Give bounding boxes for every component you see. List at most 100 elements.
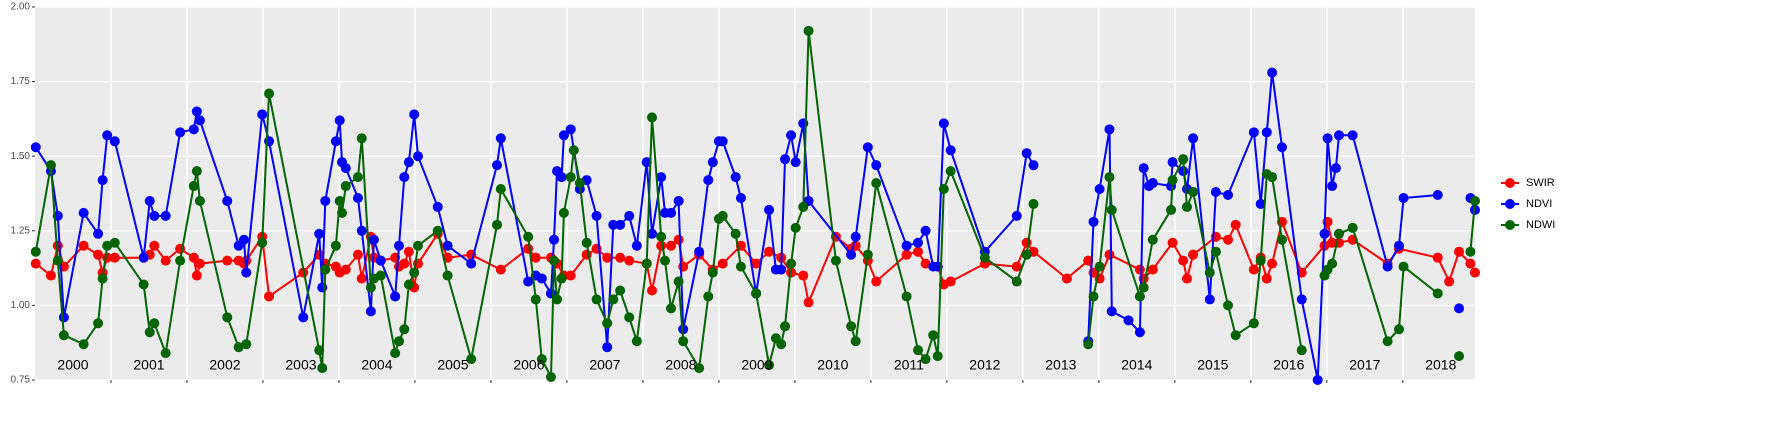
point [764,360,775,371]
point [257,237,268,248]
point [730,228,741,239]
point [1178,255,1189,266]
point [317,363,328,374]
point [558,130,569,141]
point [912,237,923,248]
point [1322,133,1333,144]
panel [35,7,1475,380]
point [1312,375,1323,385]
point [920,354,931,365]
point [666,240,677,251]
point [735,192,746,203]
legend-label: NDVI [1526,198,1552,210]
point [938,184,949,195]
point [109,136,120,147]
point [30,142,41,153]
point [334,195,345,206]
year-label: 2011 [894,357,924,373]
point [1296,294,1307,305]
point [945,276,956,287]
point [717,258,728,269]
point [264,291,275,302]
point [666,207,677,218]
y-tick-label: 1.75 [11,76,31,87]
point [1248,264,1259,275]
point [194,115,205,126]
point [552,294,563,305]
point [1330,163,1341,174]
point [352,249,363,260]
y-tick-label: 0.75 [11,375,31,386]
point [1104,172,1115,183]
point [375,255,386,266]
point [581,237,592,248]
point [1104,249,1115,260]
point [556,273,567,284]
point [58,330,69,341]
point [912,345,923,356]
point [492,160,503,171]
point [751,288,762,299]
point [717,210,728,221]
point [194,258,205,269]
point [1454,351,1465,362]
point [549,255,560,266]
point [238,234,249,245]
point [1028,198,1039,209]
year-label: 2014 [1121,357,1152,373]
point [336,207,347,218]
year-label: 2000 [57,357,88,373]
point [191,270,202,281]
point [1347,130,1358,141]
point [707,157,718,168]
point [356,133,367,144]
point [78,240,89,251]
point [1223,300,1234,311]
point [1104,124,1115,135]
point [352,172,363,183]
point [330,136,341,147]
point [97,175,108,186]
point [1382,261,1393,272]
legend: SWIR NDVI NDWI [1501,177,1555,231]
point [102,130,113,141]
point [188,181,199,192]
point [901,291,912,302]
point [403,157,414,168]
point [1333,228,1344,239]
point [1267,172,1278,183]
year-label: 2015 [1197,357,1228,373]
point [390,348,401,359]
point [565,172,576,183]
point [615,252,626,263]
point [93,318,104,329]
point [530,252,541,263]
point [751,258,762,269]
point [901,240,912,251]
point [928,330,939,341]
point [352,192,363,203]
point [403,246,414,257]
point [790,222,801,233]
point [1088,291,1099,302]
point [1021,249,1032,260]
point [1204,267,1215,278]
point [735,261,746,272]
point [1432,252,1443,263]
point [109,237,120,248]
year-label: 2004 [361,357,392,373]
point [678,336,689,347]
point [536,354,547,365]
point [188,124,199,135]
point [222,195,233,206]
point [703,291,714,302]
point [608,294,619,305]
marks [30,25,1480,385]
point [536,273,547,284]
point [730,172,741,183]
point [1011,210,1022,221]
point [1138,282,1149,293]
point [523,231,534,242]
point [365,306,376,317]
